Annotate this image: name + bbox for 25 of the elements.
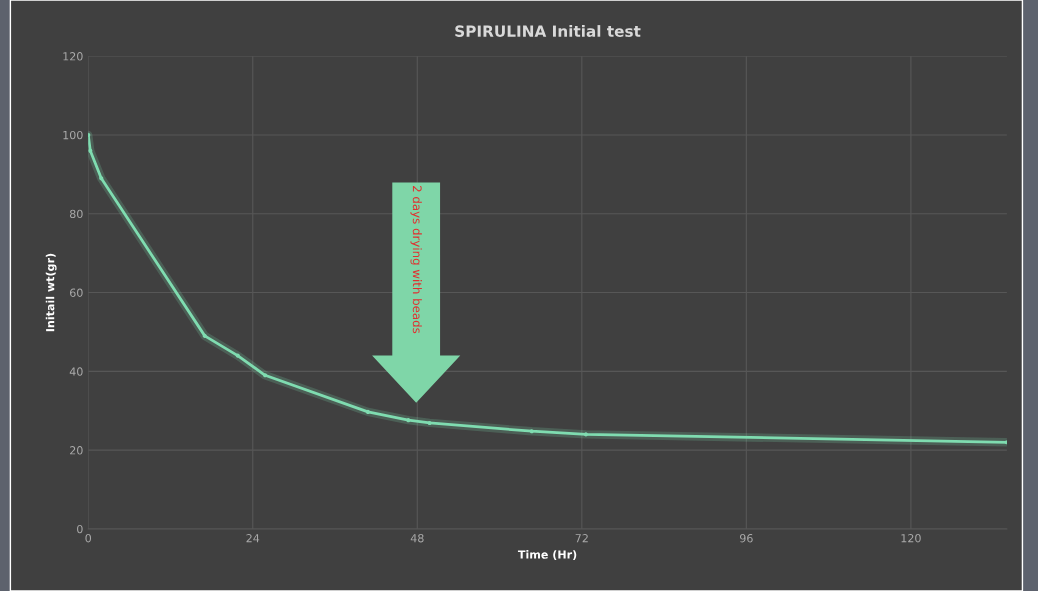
point (529, 429, 534, 434)
point (263, 373, 268, 378)
x-tick-label: 96 (739, 534, 753, 543)
y-tick-label: 0 (77, 524, 83, 534)
point (583, 432, 589, 437)
y-tick-label: 80 (69, 209, 83, 219)
point (99, 176, 104, 181)
x-tick-label: 72 (575, 534, 588, 543)
y-tick-label: 60 (70, 288, 83, 297)
x-tick-label: 120 (901, 534, 921, 543)
x-tick-label: 24 (246, 534, 260, 543)
y-tick-label: 120 (63, 52, 83, 61)
y-tick-label: 20 (70, 446, 83, 455)
x-axis-title: Time (Hr) (517, 550, 577, 561)
annotation: 2 days drying with beads (410, 185, 422, 334)
y-tick-label: 100 (63, 130, 83, 140)
x-tick-label: 48 (410, 534, 424, 543)
point (365, 409, 371, 415)
point (202, 333, 207, 338)
point (406, 418, 411, 423)
chart-title: SPIRULINA Initial test (455, 25, 641, 37)
x-tick-label: 0 (85, 534, 92, 543)
y-tick-label: 40 (69, 367, 83, 376)
y-axis-title: Initail wt(gr) (45, 253, 57, 332)
point (427, 420, 432, 426)
